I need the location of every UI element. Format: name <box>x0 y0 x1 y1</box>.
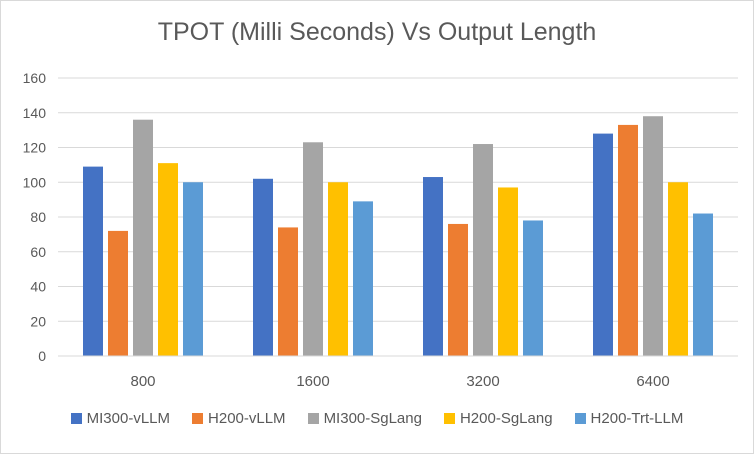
legend-label: MI300-vLLM <box>86 410 171 427</box>
legend-item: H200-Trt-LLM <box>574 410 684 427</box>
bar-mi300-sglang-6400 <box>643 116 663 356</box>
legend-item: MI300-SgLang <box>307 410 422 427</box>
legend-swatch <box>192 413 204 424</box>
bar-mi300-sglang-1600 <box>303 142 323 356</box>
bar-mi300-vllm-800 <box>83 166 103 356</box>
bar-h200-sglang-1600 <box>328 182 348 356</box>
legend-item: MI300-vLLM <box>70 410 171 427</box>
y-tick-label: 20 <box>30 313 46 329</box>
chart-title: TPOT (Milli Seconds) Vs Output Length <box>157 18 597 46</box>
y-tick-label: 140 <box>23 105 47 121</box>
bar-h200-trt-llm-1600 <box>353 201 373 356</box>
bar-mi300-sglang-800 <box>133 119 153 356</box>
bar-h200-sglang-6400 <box>668 182 688 356</box>
bar-h200-sglang-3200 <box>498 187 518 356</box>
y-tick-label: 160 <box>23 70 47 86</box>
bar-h200-sglang-800 <box>158 163 178 356</box>
legend-swatch <box>574 413 586 424</box>
bar-h200-trt-llm-3200 <box>523 220 543 356</box>
chart-legend: MI300-vLLM H200-vLLM MI300-SgLang H200-SgLa… <box>0 410 754 427</box>
y-tick-label: 80 <box>30 209 46 225</box>
x-tick-label: 1600 <box>296 373 329 390</box>
y-tick-label: 120 <box>23 140 47 156</box>
y-tick-label: 60 <box>30 244 46 260</box>
bar-h200-trt-llm-800 <box>183 182 203 356</box>
legend-swatch <box>307 413 319 424</box>
bar-mi300-sglang-3200 <box>473 144 493 356</box>
legend-label: H200-vLLM <box>208 410 286 427</box>
bar-mi300-vllm-6400 <box>593 133 613 356</box>
bar-mi300-vllm-1600 <box>253 178 273 356</box>
x-tick-label: 3200 <box>466 373 499 390</box>
bar-h200-vllm-1600 <box>278 227 298 356</box>
x-tick-label: 6400 <box>636 373 669 390</box>
bar-h200-vllm-6400 <box>618 124 638 356</box>
legend-label: H200-Trt-LLM <box>590 410 684 427</box>
bar-h200-trt-llm-6400 <box>693 213 713 356</box>
legend-item: H200-SgLang <box>443 410 553 427</box>
bar-h200-vllm-800 <box>108 230 128 356</box>
y-tick-label: 100 <box>23 174 47 190</box>
legend-label: MI300-SgLang <box>323 410 422 427</box>
bar-mi300-vllm-3200 <box>423 177 443 356</box>
legend-swatch <box>70 413 82 424</box>
legend-label: H200-SgLang <box>459 410 553 427</box>
y-tick-label: 40 <box>30 279 46 295</box>
bar-h200-vllm-3200 <box>448 223 468 356</box>
legend-swatch <box>443 413 455 424</box>
legend-item: H200-vLLM <box>192 410 286 427</box>
x-tick-label: 800 <box>130 373 155 390</box>
y-tick-label: 0 <box>38 348 46 364</box>
